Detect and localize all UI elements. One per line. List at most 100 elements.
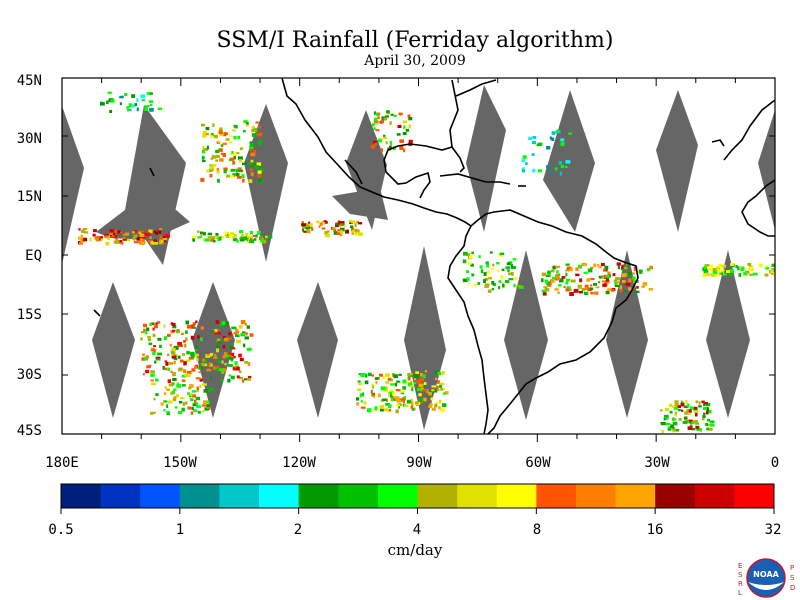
- rain-pixel: [695, 412, 698, 417]
- rain-pixel: [192, 238, 195, 242]
- rain-pixel: [379, 409, 384, 412]
- rain-pixel: [196, 357, 199, 362]
- rain-pixel: [187, 406, 192, 410]
- rain-pixel: [152, 351, 156, 356]
- rain-pixel: [395, 389, 401, 392]
- rain-pixel: [325, 233, 330, 238]
- axis-ticks: [62, 78, 775, 442]
- rain-pixel: [202, 145, 205, 149]
- swath-gap: [332, 188, 388, 220]
- rain-pixel: [418, 383, 424, 388]
- swath-gap: [244, 104, 288, 262]
- rain-pixel: [183, 369, 187, 373]
- rain-pixel: [407, 372, 411, 376]
- rain-pixel: [233, 155, 236, 160]
- colorbar-label-8: 8: [532, 522, 542, 538]
- rain-pixel: [408, 139, 413, 144]
- rain-pixel: [153, 239, 157, 242]
- lat-label-45n: 45N: [16, 73, 42, 89]
- rain-pixel: [226, 174, 231, 178]
- rain-pixel: [598, 265, 602, 269]
- rain-pixel: [428, 405, 432, 408]
- rain-pixel: [174, 357, 178, 361]
- rain-pixel: [316, 220, 320, 224]
- lon-label-0: 0: [770, 455, 780, 471]
- rain-pixel: [681, 400, 684, 403]
- rain-pixel: [422, 374, 426, 379]
- rain-pixel: [206, 169, 210, 172]
- rain-pixel: [115, 240, 120, 244]
- rain-pixel: [544, 288, 550, 292]
- rain-pixel: [730, 262, 734, 266]
- rain-pixel: [631, 276, 636, 280]
- rain-pixel: [496, 261, 500, 265]
- rain-pixel: [396, 380, 401, 383]
- rain-pixel: [249, 168, 253, 172]
- rain-pixel: [202, 383, 207, 386]
- rain-pixel: [687, 419, 693, 423]
- rain-pixel: [769, 269, 774, 274]
- colorbar-label-32: 32: [764, 522, 782, 538]
- rain-pixel: [399, 139, 405, 143]
- rain-pixel: [400, 391, 405, 395]
- coastlines: [93, 78, 775, 434]
- rain-pixel: [152, 333, 156, 337]
- rain-pixel: [408, 382, 413, 387]
- rain-pixel: [410, 398, 414, 401]
- rain-pixel: [550, 279, 555, 283]
- rain-pixel: [357, 388, 361, 392]
- rain-pixel: [384, 387, 388, 392]
- rain-pixel: [220, 144, 224, 147]
- rain-pixel: [203, 389, 209, 393]
- rain-pixel: [253, 149, 257, 154]
- rain-pixel: [638, 270, 643, 274]
- rain-pixel: [255, 121, 259, 124]
- rain-pixel: [705, 272, 709, 276]
- rain-pixel: [99, 238, 103, 241]
- rain-pixel: [370, 144, 376, 149]
- rain-pixel: [163, 235, 166, 239]
- rain-pixel: [382, 398, 387, 401]
- rain-pixel: [372, 385, 375, 389]
- rain-pixel: [498, 280, 502, 283]
- rain-pixel: [188, 356, 194, 360]
- rain-pixel: [145, 369, 149, 374]
- rain-pixel: [584, 287, 589, 291]
- rain-pixel: [167, 367, 170, 371]
- rain-pixel: [209, 387, 214, 392]
- rain-pixel: [241, 320, 246, 324]
- rain-pixel: [259, 168, 264, 172]
- rain-pixel: [202, 148, 208, 151]
- rain-pixel: [402, 132, 407, 136]
- rain-pixel: [385, 115, 389, 118]
- rain-pixel: [156, 229, 159, 234]
- rain-pixel: [127, 108, 130, 112]
- rain-pixel: [398, 405, 401, 409]
- rain-pixel: [498, 286, 501, 290]
- rain-pixel: [719, 272, 724, 275]
- rain-pixel: [177, 341, 182, 346]
- rain-pixel: [144, 331, 148, 335]
- colorbar-label-4: 4: [412, 522, 422, 538]
- rain-pixel: [322, 222, 326, 225]
- rain-pixel: [579, 278, 583, 283]
- rain-pixel: [672, 421, 677, 425]
- rain-pixel: [185, 359, 191, 362]
- rain-pixel: [234, 361, 238, 365]
- rain-pixel: [674, 402, 679, 406]
- rain-pixel: [236, 239, 239, 243]
- rain-pixel: [250, 236, 253, 240]
- rain-pixel: [215, 232, 219, 236]
- rain-pixel: [434, 370, 439, 375]
- rain-pixel: [157, 352, 162, 356]
- rain-pixel: [555, 265, 560, 268]
- rain-pixel: [642, 282, 648, 286]
- rain-pixel: [337, 223, 341, 227]
- rain-pixel: [302, 227, 304, 232]
- rain-pixel: [396, 133, 401, 136]
- rain-pixel: [224, 231, 227, 236]
- rain-pixel: [222, 344, 226, 349]
- rain-pixel: [633, 266, 638, 271]
- rain-pixel: [423, 382, 427, 385]
- rain-pixel: [690, 421, 695, 425]
